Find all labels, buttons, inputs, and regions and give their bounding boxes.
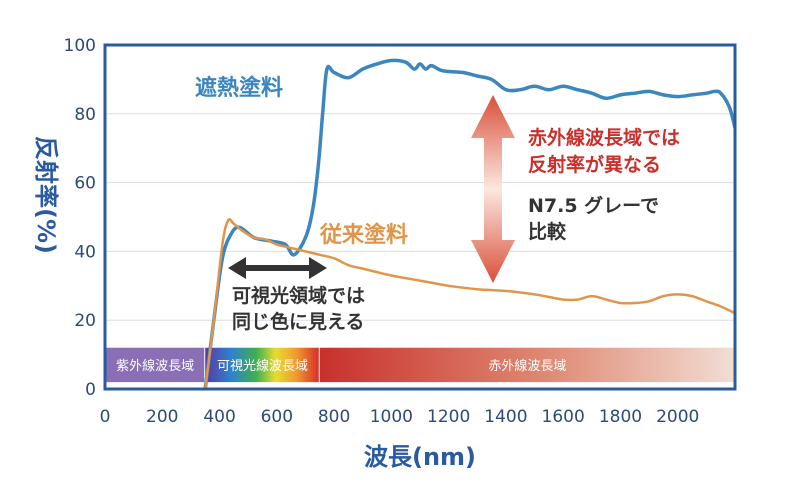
x-tick-label: 1400 (484, 407, 527, 427)
x-tick-label: 0 (100, 407, 111, 427)
visible-note-line2: 同じ色に見える (232, 310, 364, 333)
series-label-conventional: 従来塗料 (319, 222, 408, 248)
x-tick-label: 1000 (370, 407, 413, 427)
band-visible-label: 可視光線波長域 (217, 358, 308, 374)
y-tick-label: 40 (74, 242, 96, 262)
series-line-heat-shield (203, 58, 737, 390)
x-tick-label: 400 (203, 407, 235, 427)
reflectance-difference-arrow (471, 95, 515, 283)
y-tick-labels: 0 20 40 60 80 100 (64, 36, 96, 400)
compare-note-line2: 比較 (528, 220, 567, 243)
x-tick-labels: 0 200 400 600 800 1000 1200 1400 1600 1800 2000 (100, 407, 700, 427)
y-tick-label: 20 (74, 311, 96, 331)
band-visible (205, 347, 319, 383)
band-uv-label: 紫外線波長域 (116, 358, 194, 374)
series-lines (203, 58, 737, 390)
wavelength-bands: 紫外線波長域 可視光線波長域 赤外線波長域 (105, 347, 734, 383)
x-tick-label: 200 (146, 407, 178, 427)
series-label-heat-shield: 遮熱塗料 (195, 75, 283, 101)
x-tick-label: 1800 (599, 407, 642, 427)
x-tick-label: 600 (261, 407, 293, 427)
y-tick-label: 60 (74, 174, 96, 194)
visible-note-line1: 可視光領域では (232, 284, 365, 307)
x-tick-label: 1200 (427, 407, 470, 427)
band-infrared (319, 347, 734, 383)
visible-range-arrow (228, 257, 327, 279)
y-tick-label: 80 (74, 105, 96, 125)
ir-note-line1: 赤外線波長域では (528, 126, 680, 149)
compare-note-line1: N7.5 グレーで (528, 194, 659, 217)
y-tick-label: 100 (64, 36, 96, 56)
ir-note-line2: 反射率が異なる (528, 153, 661, 176)
x-tick-label: 2000 (656, 407, 699, 427)
plot-frame (103, 43, 737, 391)
y-axis-title: 反射率(%) (32, 136, 60, 254)
x-tick-label: 1600 (542, 407, 585, 427)
series-line-conventional (203, 218, 736, 390)
x-tick-label: 800 (318, 407, 350, 427)
y-tick-label: 0 (85, 380, 96, 400)
band-uv (105, 347, 205, 383)
band-infrared-label: 赤外線波長域 (488, 358, 566, 374)
x-axis-title: 波長(nm) (364, 443, 476, 471)
grid-lines (105, 113, 735, 321)
